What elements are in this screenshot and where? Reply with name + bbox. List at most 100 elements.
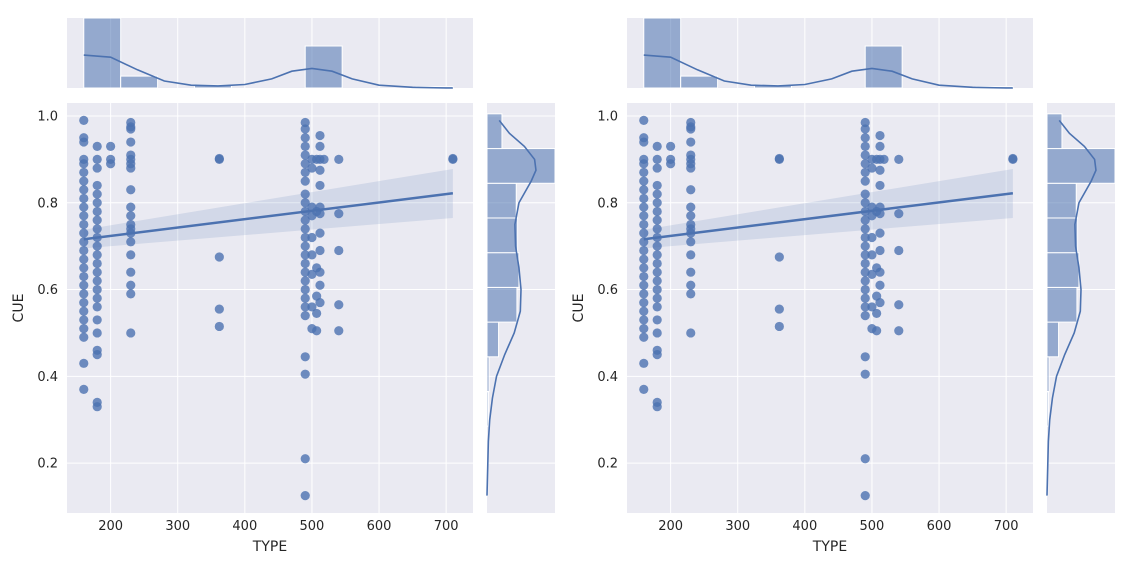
scatter-point (300, 133, 310, 143)
scatter-point (126, 137, 136, 147)
scatter-point (300, 352, 310, 362)
top-histogram-bar (304, 45, 343, 89)
x-tick-label: 600 (367, 519, 392, 534)
x-tick-label: 600 (927, 519, 952, 534)
scatter-point (126, 237, 136, 247)
scatter-point (300, 124, 310, 134)
scatter-point (300, 276, 310, 286)
scatter-point (860, 189, 870, 199)
scatter-point (106, 141, 116, 151)
scatter-point (652, 215, 662, 225)
scatter-point (312, 326, 322, 336)
scatter-point (79, 306, 89, 316)
scatter-point (652, 258, 662, 269)
scatter-point (79, 202, 89, 212)
scatter-point (639, 211, 649, 221)
scatter-point (666, 141, 676, 151)
scatter-point (860, 352, 870, 362)
scatter-point (79, 271, 89, 282)
scatter-point (79, 289, 89, 299)
scatter-point (860, 276, 870, 286)
x-tick-label: 500 (300, 519, 325, 534)
scatter-point (860, 159, 870, 169)
scatter-point (686, 280, 696, 290)
scatter-point (686, 328, 696, 338)
scatter-point (315, 165, 325, 175)
scatter-point (894, 326, 904, 336)
jointplot-1: 200 300 400 500 600 700 0.2 0.4 0.6 0.8 1.0 TYPE CUE (11, 17, 556, 555)
right-histogram-bar (1046, 321, 1060, 358)
scatter-point (652, 267, 662, 277)
scatter-point (126, 280, 136, 290)
scatter-point (652, 302, 662, 312)
scatter-point (639, 185, 649, 195)
scatter-point (126, 289, 136, 299)
y-tick-label: 0.8 (597, 196, 618, 211)
scatter-point (875, 297, 885, 308)
right-histogram-bar (486, 182, 517, 219)
right-histogram-bar (1046, 356, 1050, 393)
scatter-point (79, 254, 89, 264)
regression-line (643, 192, 1014, 241)
right-histogram-bar (1046, 286, 1078, 323)
scatter-point (79, 280, 89, 290)
scatter-point (92, 163, 102, 173)
x-tick-label: 200 (658, 519, 683, 534)
scatter-point (300, 258, 310, 269)
scatter-point (315, 245, 325, 256)
scatter-point (106, 159, 116, 169)
scatter-point (639, 137, 649, 147)
scatter-point (894, 300, 904, 310)
scatter-point (867, 232, 877, 243)
x-tick-label: 400 (792, 519, 817, 534)
scatter-point (875, 245, 885, 256)
scatter-point (334, 326, 344, 336)
scatter-point (652, 163, 662, 173)
scatter-point (860, 491, 870, 501)
scatter-point (686, 137, 696, 147)
scatter-point (315, 280, 325, 290)
scatter-point (860, 454, 870, 464)
scatter-point (79, 245, 89, 256)
scatter-point (92, 284, 102, 295)
scatter-point (79, 211, 89, 221)
scatter-point (92, 241, 102, 251)
scatter-point (860, 250, 870, 260)
scatter-point (300, 198, 310, 208)
scatter-point (639, 280, 649, 290)
scatter-point (92, 267, 102, 277)
scatter-point (860, 284, 870, 295)
scatter-point (875, 130, 885, 141)
scatter-point (126, 211, 136, 221)
scatter-point (79, 176, 89, 186)
right-histogram-bar (486, 148, 556, 184)
scatter-point (79, 297, 89, 308)
scatter-point (652, 402, 662, 412)
right-histogram-bar (486, 356, 490, 393)
x-tick-label: 700 (434, 519, 459, 534)
scatter-point (867, 302, 877, 312)
jointplot-2: 200 300 400 500 600 700 0.2 0.4 0.6 0.8 1.0 TYPE CUE (571, 17, 1116, 555)
scatter-point (686, 237, 696, 247)
right-histogram-bar (486, 113, 503, 150)
scatter-point (300, 215, 310, 225)
scatter-point (652, 180, 662, 191)
scatter-point (652, 328, 662, 338)
scatter-point (860, 369, 870, 379)
y-tick-label: 0.8 (37, 196, 58, 211)
scatter-point (79, 219, 89, 230)
scatter-point (92, 258, 102, 269)
scatter-point (894, 245, 904, 256)
scatter-point (126, 267, 136, 277)
right-kde-curve (486, 119, 537, 496)
y-axis-label: CUE (571, 294, 587, 323)
y-tick-label: 1.0 (37, 110, 58, 125)
scatter-point (79, 167, 89, 178)
scatter-point (300, 241, 310, 251)
scatter-point (860, 241, 870, 251)
scatter-point (300, 491, 310, 501)
scatter-point (860, 310, 870, 321)
scatter-point (686, 185, 696, 195)
scatter-point (300, 176, 310, 186)
